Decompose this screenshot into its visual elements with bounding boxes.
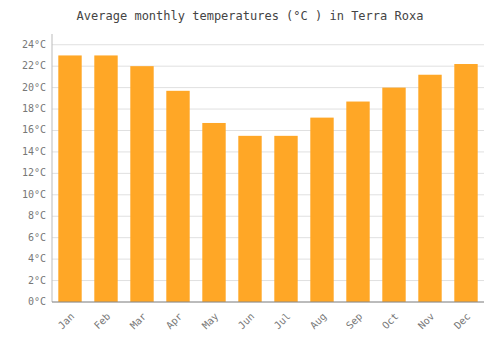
bar <box>454 64 477 302</box>
y-tick-label: 6°C <box>28 232 46 243</box>
bar <box>346 102 369 302</box>
bar <box>94 55 117 302</box>
y-tick-label: 0°C <box>28 296 46 307</box>
y-tick-label: 16°C <box>22 124 46 135</box>
bar <box>382 88 405 302</box>
y-tick-label: 18°C <box>22 103 46 114</box>
x-tick-label: Jul <box>272 311 293 332</box>
grid-line <box>52 44 484 45</box>
x-tick-label: Feb <box>92 311 113 332</box>
bar <box>202 123 225 302</box>
y-tick-label: 14°C <box>22 146 46 157</box>
bar <box>274 136 297 302</box>
y-tick-label: 2°C <box>28 275 46 286</box>
grid-line <box>52 302 484 303</box>
bar <box>166 91 189 302</box>
chart-container: 0°C 2°C 4°C 6°C 8°C 10°C 12°C 14°C 16°C 18°C 20°C 2… <box>0 0 500 350</box>
y-tick-label: 24°C <box>22 39 46 50</box>
y-tick-label: 8°C <box>28 210 46 221</box>
bar <box>238 136 261 302</box>
x-tick-label: May <box>200 311 221 332</box>
x-tick-label: Nov <box>416 311 437 332</box>
bars <box>58 55 477 302</box>
bar <box>58 55 81 302</box>
bar <box>130 66 153 302</box>
chart-svg: 0°C 2°C 4°C 6°C 8°C 10°C 12°C 14°C 16°C 18°C 20°C 2… <box>0 0 500 350</box>
y-tick-label: 12°C <box>22 167 46 178</box>
y-grid <box>52 45 484 302</box>
x-tick-label: Jun <box>236 311 257 332</box>
x-tick-label: Mar <box>128 311 149 332</box>
y-tick-labels: 0°C 2°C 4°C 6°C 8°C 10°C 12°C 14°C 16°C 18°C 20°C 2… <box>22 39 46 307</box>
chart-title: Average monthly temperatures (°C ) in Te… <box>77 9 424 23</box>
y-tick-label: 4°C <box>28 253 46 264</box>
y-tick-label: 22°C <box>22 60 46 71</box>
x-tick-labels: Jan Feb Mar Apr May Jun Jul Aug Sep Oct Nov Dec <box>56 311 473 332</box>
bar <box>310 118 333 302</box>
y-axis-line <box>52 34 53 302</box>
bar <box>418 75 441 302</box>
x-tick-label: Jan <box>56 311 77 332</box>
x-tick-label: Aug <box>308 311 329 332</box>
y-tick-label: 10°C <box>22 189 46 200</box>
x-tick-label: Sep <box>344 311 365 332</box>
x-tick-label: Apr <box>164 311 185 332</box>
x-axis-line <box>52 302 484 303</box>
x-tick-label: Oct <box>380 311 401 332</box>
y-tick-label: 20°C <box>22 82 46 93</box>
x-tick-label: Dec <box>452 311 473 332</box>
